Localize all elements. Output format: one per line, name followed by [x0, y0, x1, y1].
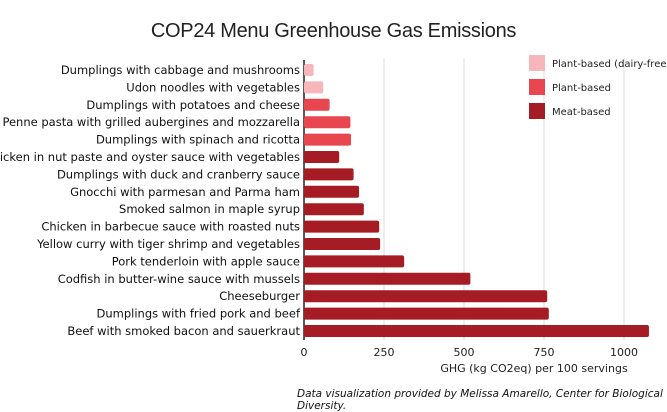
category-label: Pork tenderloin with apple sauce: [112, 254, 300, 268]
bar: [304, 133, 352, 146]
legend-label: Plant-based (dairy-free): [552, 59, 667, 70]
bar: [304, 238, 381, 250]
bar: [304, 98, 330, 111]
bar: [304, 81, 324, 94]
bar: [304, 64, 314, 76]
bar: [304, 185, 360, 198]
bar: [304, 290, 548, 303]
bar: [304, 151, 340, 163]
x-tick-label: 0: [301, 346, 308, 359]
category-label: Chicken in barbecue sauce with roasted n…: [41, 220, 300, 234]
category-label: Yellow curry with tiger shrimp and veget…: [36, 237, 300, 251]
bar: [304, 272, 471, 285]
bar: [304, 325, 649, 337]
category-label: Cheeseburger: [219, 289, 300, 303]
category-label: Penne pasta with grilled aubergines and …: [2, 115, 300, 129]
legend-swatch: [529, 79, 545, 95]
x-tick-label: 500: [454, 346, 475, 359]
x-axis-label: GHG (kg CO2eq) per 100 servings: [440, 362, 628, 375]
bar: [304, 255, 405, 268]
bar: [304, 168, 354, 181]
category-label: Smoked salmon in maple syrup: [119, 202, 300, 216]
bar: [304, 203, 364, 216]
bar: [304, 116, 351, 129]
category-label: Chicken in nut paste and oyster sauce wi…: [0, 150, 300, 164]
chart-title: COP24 Menu Greenhouse Gas Emissions: [150, 20, 517, 42]
category-label: Beef with smoked bacon and sauerkraut: [67, 324, 300, 338]
category-label: Dumplings with fried pork and beef: [97, 307, 301, 321]
category-label: Gnocchi with parmesan and Parma ham: [70, 185, 300, 199]
bar: [304, 220, 380, 233]
category-label: Dumplings with duck and cranberry sauce: [57, 167, 300, 181]
x-tick-label: 750: [534, 346, 555, 359]
legend-swatch: [529, 103, 545, 119]
x-tick-label: 1000: [610, 346, 638, 359]
credit-text: Data visualization provided by Melissa A…: [297, 388, 663, 412]
category-label: Udon noodles with vegetables: [126, 80, 300, 94]
x-tick-label: 250: [374, 346, 395, 359]
legend-label: Meat-based: [552, 107, 611, 118]
category-label: Dumplings with spinach and ricotta: [96, 133, 300, 147]
legend-swatch: [529, 55, 545, 71]
category-label: Dumplings with cabbage and mushrooms: [61, 63, 300, 77]
category-label: Dumplings with potatoes and cheese: [86, 98, 300, 112]
category-label: Codfish in butter-wine sauce with mussel…: [58, 272, 300, 286]
bar: [304, 307, 549, 320]
legend-label: Plant-based: [552, 83, 611, 94]
